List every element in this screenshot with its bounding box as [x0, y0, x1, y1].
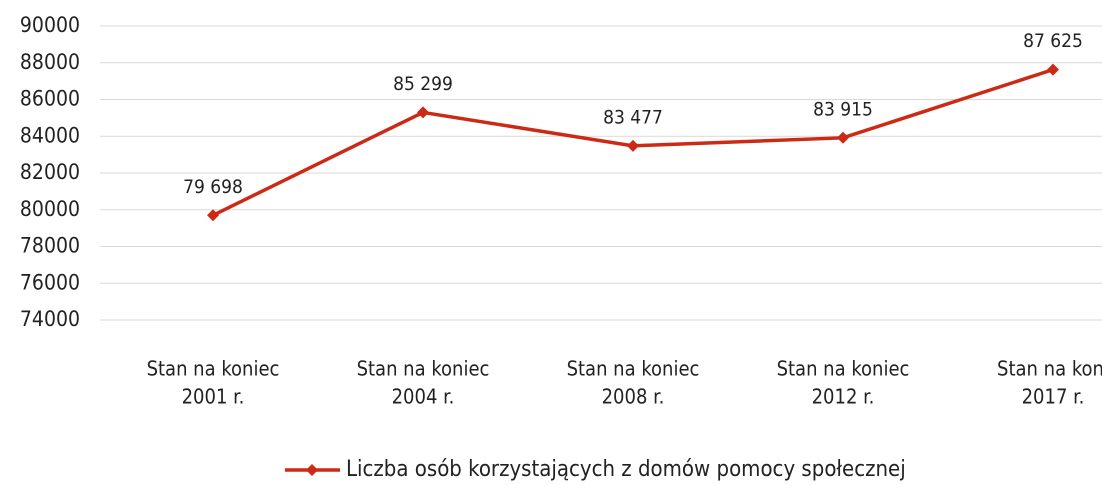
x-tick-label: Stan na koniec [567, 357, 700, 381]
data-label: 79 698 [183, 176, 243, 198]
data-label: 83 477 [603, 106, 663, 128]
y-tick-label: 86000 [20, 87, 80, 111]
legend-marker [306, 464, 318, 476]
x-tick-label: 2012 r. [812, 385, 875, 409]
y-tick-label: 82000 [20, 160, 80, 184]
data-label: 87 625 [1023, 30, 1083, 52]
y-tick-label: 78000 [20, 234, 80, 258]
data-label: 85 299 [393, 73, 453, 95]
data-label: 83 915 [813, 98, 873, 120]
y-tick-label: 76000 [20, 270, 80, 294]
marker [207, 209, 219, 222]
x-tick-label: Stan na koni [997, 357, 1102, 381]
x-tick-label: Stan na koniec [147, 357, 280, 381]
x-tick-label: 2004 r. [392, 385, 455, 409]
legend-label: Liczba osób korzystających z domów pomoc… [346, 457, 906, 482]
x-tick-label: 2008 r. [602, 385, 665, 409]
y-tick-label: 74000 [20, 307, 80, 331]
marker [837, 131, 849, 144]
x-tick-label: 2001 r. [182, 385, 245, 409]
marker [417, 106, 429, 119]
x-tick-label: Stan na koniec [357, 357, 490, 381]
y-tick-label: 90000 [20, 13, 80, 37]
y-tick-label: 88000 [20, 50, 80, 74]
x-tick-label: 2017 r. [1022, 385, 1085, 409]
marker [1047, 63, 1059, 76]
y-tick-label: 84000 [20, 123, 80, 147]
y-tick-label: 80000 [20, 197, 80, 221]
x-tick-label: Stan na koniec [777, 357, 910, 381]
marker [627, 139, 639, 152]
